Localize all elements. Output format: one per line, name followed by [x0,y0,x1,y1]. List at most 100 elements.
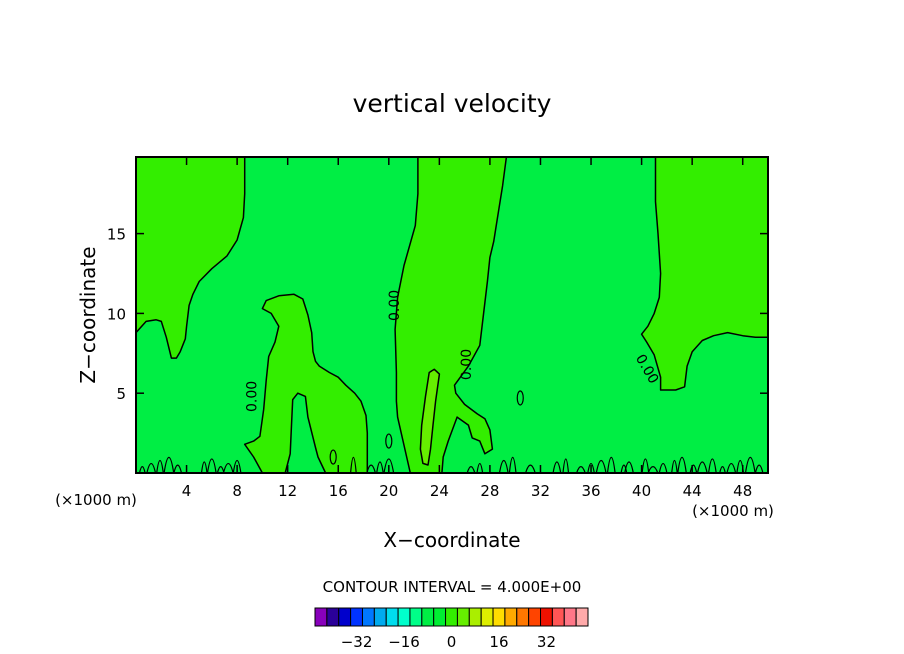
surface-contour [146,462,157,474]
surface-contour [562,458,570,474]
contour-region-2 [394,156,508,474]
surface-contour [200,461,208,474]
surface-contour [173,464,183,474]
surface-contour [689,464,698,474]
surface-contour [658,462,668,474]
y-tick-labels: 5 10 15 [107,226,126,404]
colorbar-swatch [445,607,458,627]
surface-contour [696,461,708,474]
surface-contour [466,465,476,474]
colorbar-swatch [468,607,482,627]
colorbar-swatch [563,607,577,627]
plot-frame [135,156,769,474]
y-tick-label: 15 [107,226,126,244]
chart-title: vertical velocity [353,89,552,118]
colorbar-swatch [480,607,494,627]
contour-regions [135,156,769,474]
surface-contour [677,456,687,474]
x-tick-label: 8 [232,482,242,500]
surface-contour [498,459,509,474]
surface-contour [620,464,628,474]
x-tick-label: 44 [683,482,702,500]
colorbar [314,607,589,627]
colorbar-tick-label: 32 [537,633,556,651]
y-axis-label: Z−coordinate [76,246,100,383]
contour-region-3 [640,156,769,391]
surface-contour [726,462,737,474]
colorbar-swatch [456,607,470,627]
contour-region-0 [135,156,246,359]
surface-contour [624,461,634,474]
colorbar-swatch [385,607,399,627]
colorbar-swatch [433,607,447,627]
y-tick-label: 10 [107,305,126,323]
colorbar-swatch [551,607,565,627]
contour-label: 0.00 [244,381,260,412]
x-tick-label: 40 [632,482,651,500]
x-tick-label: 12 [278,482,297,500]
surface-contour [476,462,484,474]
colorbar-swatch [528,607,542,627]
x-axis-label: X−coordinate [383,528,520,552]
surface-contour [576,465,586,474]
x-tick-label: 4 [182,482,192,500]
axis-ticks [136,157,768,473]
colorbar-tick-label: 16 [489,633,508,651]
x-tick-label: 36 [581,482,600,500]
colorbar-swatch [326,607,340,627]
contour-label: 0.00 [459,349,475,380]
surface-contour [641,458,650,474]
colorbar-labels: −32 −16 0 16 32 [341,633,556,651]
colorbar-swatch [338,607,352,627]
colorbar-tick-label: 0 [447,633,457,651]
colorbar-swatch [492,607,506,627]
colorbar-swatch [361,607,375,627]
colorbar-swatch [350,607,363,627]
small-closed-contour [329,449,337,465]
y-tick-label: 5 [116,385,126,403]
surface-contour [350,456,357,474]
surface-contour [383,458,395,474]
colorbar-swatch [397,607,411,627]
colorbar-tick-label: −16 [388,633,420,651]
surface-contour [552,461,562,474]
colorbar-swatch [540,607,553,627]
x-tick-label: 20 [379,482,398,500]
surface-contour [595,459,607,474]
surface-contour [525,464,536,474]
surface-contour [138,465,146,474]
surface-contour [606,456,616,474]
surface-contour [647,465,659,474]
colorbar-swatch [373,607,387,627]
small-closed-contour [516,390,524,406]
surface-contour [376,461,384,474]
surface-contour [222,462,234,474]
surface-contour [508,456,517,474]
x-tick-label: 24 [430,482,449,500]
colorbar-swatch [421,607,435,627]
colorbar-swatch [516,607,530,627]
surface-contour [754,464,764,474]
x-tick-label: 28 [480,482,499,500]
x-unit-left: (×1000 m) [55,491,137,509]
surface-contour [587,462,595,474]
colorbar-swatch [409,607,423,627]
contour-region-1 [243,293,369,474]
x-unit-right: (×1000 m) [692,502,774,520]
surface-contour [708,458,717,474]
surface-contour [156,459,164,474]
x-tick-label: 16 [329,482,348,500]
surface-contour [671,459,678,474]
small-closed-contour [385,433,393,449]
surface-contour [366,464,376,474]
colorbar-swatch [504,607,518,627]
x-tick-label: 48 [733,482,752,500]
colorbar-swatch [575,607,589,627]
surface-contour [206,458,217,474]
surface-contour [163,456,175,474]
contour-region-4 [419,368,441,466]
contour-label: 0.00 [387,290,403,321]
surface-contour [719,465,726,474]
surface-contour [232,459,242,474]
